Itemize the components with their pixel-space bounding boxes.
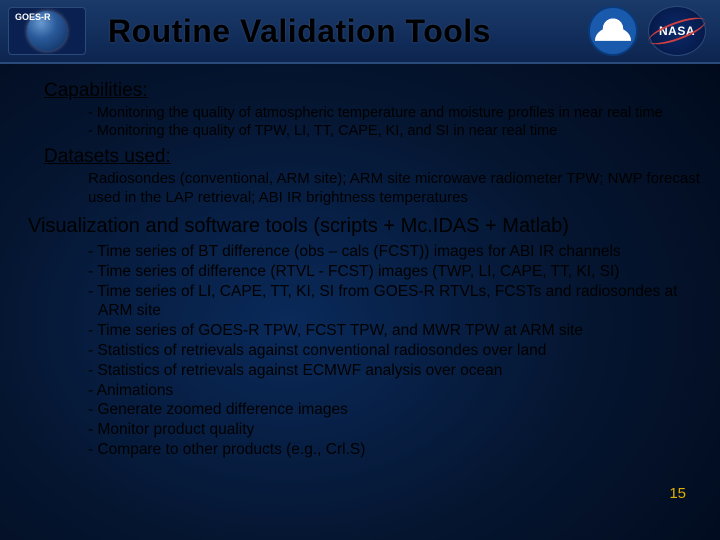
visualization-list: - Time series of BT difference (obs – ca… [88,242,700,460]
datasets-heading: Datasets used: [44,146,700,168]
slide-body: Capabilities: - Monitoring the quality o… [0,64,720,470]
list-item: - Time series of LI, CAPE, TT, KI, SI fr… [88,282,700,322]
goes-r-logo: GOES-R [8,7,86,55]
list-item: - Monitor product quality [88,420,700,440]
list-item: - Statistics of retrievals against ECMWF… [88,361,700,381]
list-item: - Time series of GOES-R TPW, FCST TPW, a… [88,321,700,341]
goes-r-label: GOES-R [15,12,51,22]
noaa-logo-icon [588,6,638,56]
capabilities-heading: Capabilities: [44,80,700,102]
slide-header: GOES-R Routine Validation Tools NASA [0,0,720,64]
list-item: - Time series of BT difference (obs – ca… [88,242,700,262]
agency-logos: NASA [588,6,712,56]
nasa-label: NASA [659,24,695,38]
capabilities-list: - Monitoring the quality of atmospheric … [88,104,700,140]
slide-number: 15 [669,485,686,502]
slide-title: Routine Validation Tools [86,13,588,50]
nasa-logo-icon: NASA [648,6,706,56]
list-item: - Statistics of retrievals against conve… [88,341,700,361]
list-item: - Generate zoomed difference images [88,400,700,420]
visualization-heading: Visualization and software tools (script… [28,215,700,238]
datasets-text: Radiosondes (conventional, ARM site); AR… [88,170,700,207]
list-item: - Time series of difference (RTVL - FCST… [88,262,700,282]
list-item: - Monitoring the quality of atmospheric … [88,104,700,122]
list-item: - Animations [88,381,700,401]
list-item: - Monitoring the quality of TPW, LI, TT,… [88,122,700,140]
list-item: - Compare to other products (e.g., Crl.S… [88,440,700,460]
